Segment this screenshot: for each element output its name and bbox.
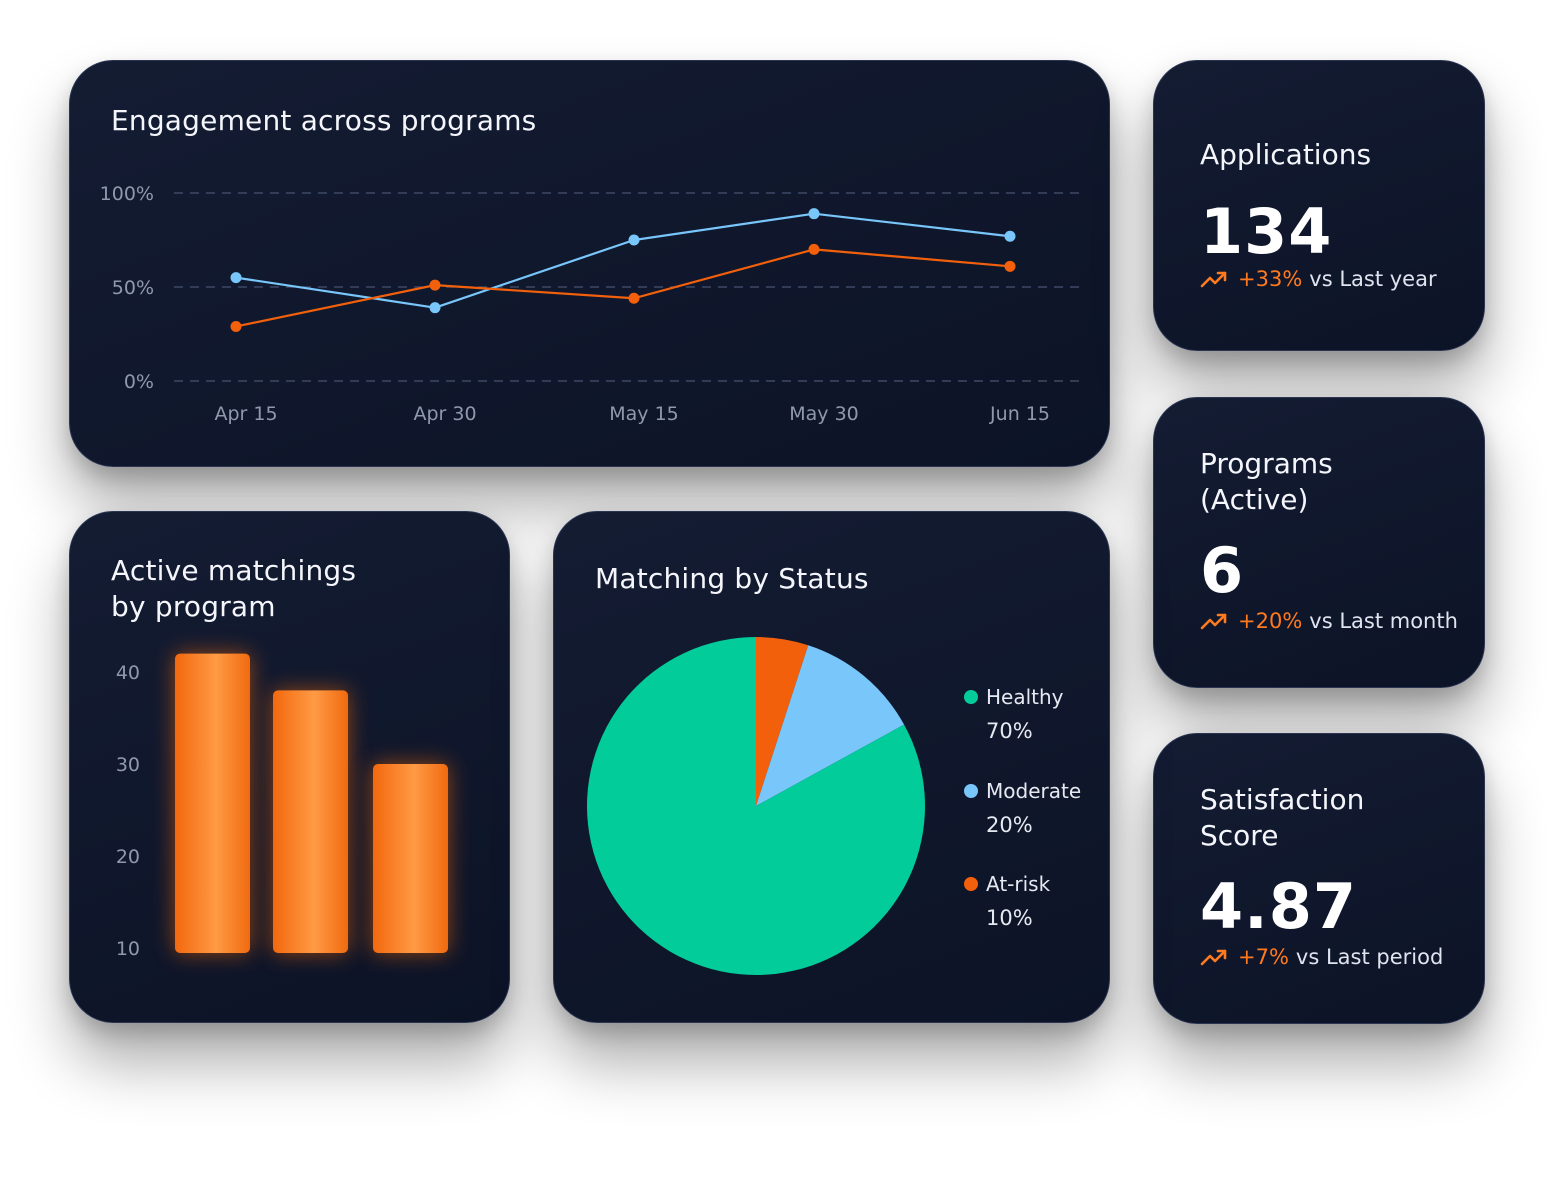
legend-label-moderate: Moderate (986, 779, 1082, 803)
programs-delta-value: +20% (1238, 609, 1303, 633)
series-1-point (1004, 230, 1016, 242)
x-tick-label: May 30 (789, 403, 859, 425)
pie-slice-moderate (756, 645, 905, 806)
legend-dot-moderate (964, 784, 978, 798)
bar (273, 690, 348, 953)
y-tick-label: 10 (116, 938, 140, 960)
pie-slice-at-risk (756, 637, 809, 806)
bar (175, 653, 250, 953)
active-matchings-bar-chart: 40 30 20 10 (116, 653, 448, 960)
applications-compare: vs Last year (1309, 267, 1437, 291)
active-matchings-title: Active matchings by program (111, 553, 356, 625)
satisfaction-delta-value: +7% (1238, 945, 1289, 969)
satisfaction-compare: vs Last period (1295, 945, 1444, 969)
active-matchings-title-line1: Active matchings (111, 554, 357, 587)
trend-up-icon (1200, 271, 1227, 288)
matching-status-title: Matching by Status (595, 562, 869, 595)
applications-delta: +33% vs Last year (1200, 267, 1437, 291)
x-tick-label: Jun 15 (989, 403, 1050, 425)
engagement-title: Engagement across programs (111, 104, 537, 137)
legend-label-at-risk: At-risk (986, 872, 1051, 896)
legend-item-at-risk: At-risk 10% (964, 872, 1050, 930)
legend-pct-at-risk: 10% (986, 906, 1033, 930)
series-2-point (1004, 260, 1016, 272)
series-1-point (429, 302, 441, 314)
y-tick-label: 50% (112, 277, 154, 299)
programs-delta: +20% vs Last month (1200, 609, 1458, 633)
satisfaction-title-line2: Score (1200, 819, 1279, 852)
satisfaction-card: Satisfaction Score 4.87 +7% vs Last peri… (1153, 733, 1485, 1024)
satisfaction-title-line1: Satisfaction (1200, 783, 1365, 816)
active-matchings-card: Active matchings by program 40 30 20 10 (69, 511, 510, 1023)
satisfaction-value: 4.87 (1200, 870, 1357, 943)
legend-dot-healthy (964, 690, 978, 704)
legend-dot-at-risk (964, 877, 978, 891)
legend-item-moderate: Moderate 20% (964, 779, 1081, 837)
matching-status-pie-chart (587, 637, 925, 976)
y-tick-label: 100% (100, 183, 154, 205)
satisfaction-delta: +7% vs Last period (1200, 945, 1443, 969)
x-tick-label: Apr 30 (413, 403, 476, 425)
legend-item-healthy: Healthy 70% (964, 685, 1064, 743)
programs-value: 6 (1200, 534, 1245, 607)
matching-status-card: Matching by Status Healthy 70% Moderate … (553, 511, 1110, 1023)
series-line-1 (235, 212, 1011, 309)
programs-title-line1: Programs (1200, 447, 1333, 480)
x-tick-label: May 15 (609, 403, 679, 425)
bar (373, 764, 448, 953)
x-tick-label: Apr 15 (214, 403, 277, 425)
y-tick-label: 20 (116, 846, 140, 868)
programs-title: Programs (Active) (1200, 446, 1480, 518)
applications-delta-value: +33% (1238, 267, 1303, 291)
series-2-point (628, 292, 640, 304)
applications-value: 134 (1200, 195, 1333, 268)
legend-pct-healthy: 70% (986, 719, 1033, 743)
trend-up-icon (1200, 613, 1227, 630)
y-tick-label: 0% (124, 371, 154, 393)
series-2-point (808, 243, 820, 255)
pie-slice-healthy (587, 637, 925, 976)
applications-card: Applications 134 +33% vs Last year (1153, 60, 1485, 351)
legend-pct-moderate: 20% (986, 813, 1033, 837)
series-line-2 (235, 248, 1011, 328)
engagement-line-chart: 0% 50% 100% Apr 15 Apr 30 May 15 May 30 Jun 15 (100, 183, 1084, 425)
legend-label-healthy: Healthy (986, 685, 1064, 709)
active-matchings-title-line2: by program (111, 590, 276, 623)
series-2-point (429, 279, 441, 291)
applications-title: Applications (1200, 138, 1372, 171)
programs-title-line2: (Active) (1200, 483, 1309, 516)
engagement-card: Engagement across programs 0% 50% 100% Apr … (69, 60, 1110, 467)
y-tick-label: 40 (116, 662, 140, 684)
programs-card: Programs (Active) 6 +20% vs Last month (1153, 397, 1485, 688)
series-1-point (628, 234, 640, 246)
series-2-point (230, 320, 242, 332)
satisfaction-title: Satisfaction Score (1200, 782, 1480, 854)
y-tick-label: 30 (116, 754, 140, 776)
trend-up-icon (1200, 949, 1227, 966)
series-1-point (230, 272, 242, 284)
series-1-point (808, 208, 820, 220)
programs-compare: vs Last month (1309, 609, 1458, 633)
